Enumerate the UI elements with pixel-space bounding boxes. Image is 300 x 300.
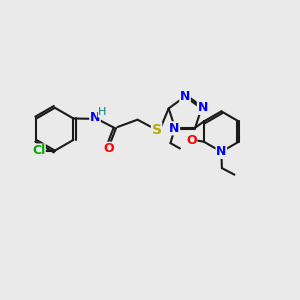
Text: N: N xyxy=(180,90,190,103)
Text: N: N xyxy=(216,145,226,158)
Text: H: H xyxy=(98,107,106,117)
Text: N: N xyxy=(197,101,208,114)
Text: O: O xyxy=(104,142,114,155)
Text: N: N xyxy=(90,111,100,124)
Text: O: O xyxy=(186,134,197,147)
Text: S: S xyxy=(152,123,161,137)
Text: N: N xyxy=(169,122,179,135)
Text: Cl: Cl xyxy=(32,144,45,157)
